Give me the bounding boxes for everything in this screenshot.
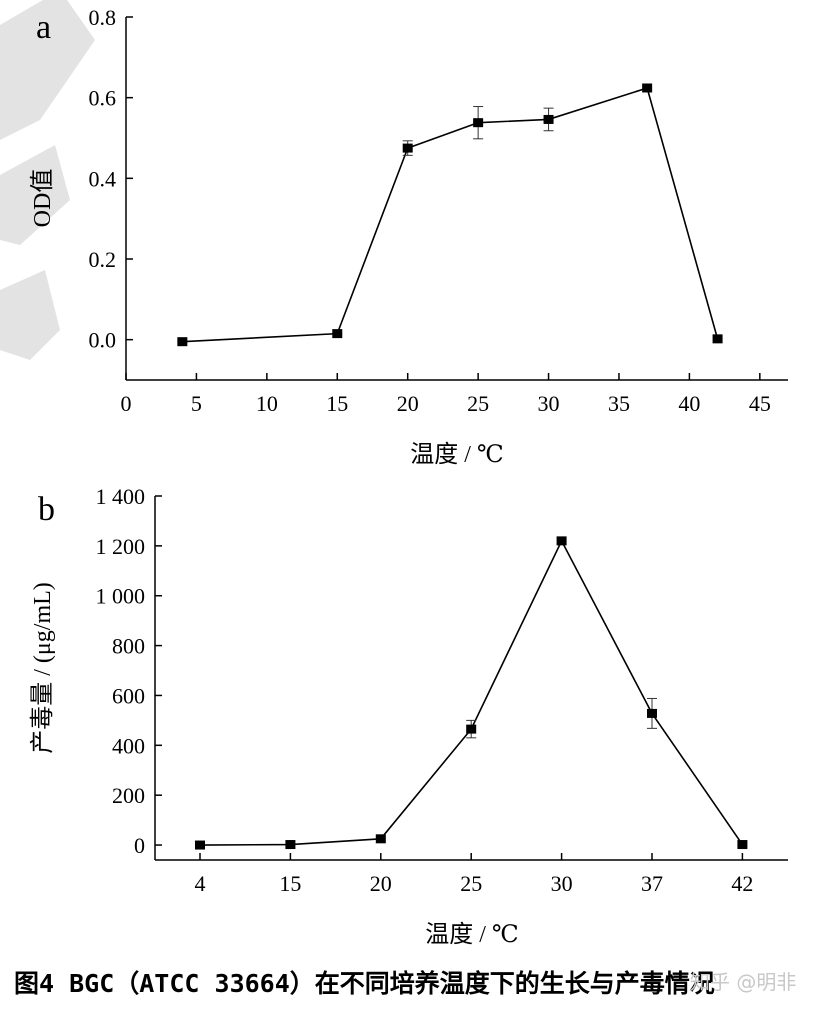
data-point-a [642,83,653,93]
x-tick-label-a: 25 [467,391,489,416]
data-point-b [647,708,657,718]
y-ticks-b: 0 200 400 600 800 1 000 1 200 1 400 [96,484,162,858]
y-tick-label-a: 0.0 [89,328,117,353]
y-ticks-a: 0.0 0.2 0.4 0.6 0.8 [89,5,133,353]
od-line [182,86,719,343]
x-tick-label-b: 4 [195,871,206,896]
y-axis-label-b: 产毒量 / (μg/mL) [29,582,56,754]
watermark-text: 知乎 @明非 [690,970,797,994]
chart-panel-b: b 0 200 400 600 800 1 000 1 200 1 400 4 15 20 25 30… [29,484,788,948]
x-tick-label-a: 20 [397,391,419,416]
x-tick-label-a: 40 [678,391,700,416]
data-point-b [466,724,477,734]
y-tick-label-a: 0.8 [89,5,117,30]
x-tick-label-b: 37 [641,871,663,896]
x-axis-label-a: 温度 / ℃ [410,441,504,468]
error-bars-b [466,697,657,739]
data-point-a [177,337,188,347]
y-tick-label-a: 0.2 [89,247,117,272]
x-ticks-a: 0 5 10 15 20 25 30 35 40 45 [121,373,771,416]
data-point-a [332,329,343,339]
data-point-a [543,114,554,124]
data-point-a [402,143,413,153]
x-ticks-b: 4 15 20 25 30 37 42 [195,853,753,896]
x-tick-label-a: 10 [256,391,278,416]
y-tick-label-b: 200 [112,783,145,808]
series-line-b [199,539,744,846]
toxin-line [199,539,744,846]
series-line-a [182,86,719,343]
data-point-b [195,840,205,850]
chart-panel-a: a 0.0 0.2 0.4 0.6 0.8 0 5 10 15 20 25 30 35 40 45 温度 … [29,5,788,468]
x-tick-label-b: 30 [551,871,573,896]
panel-letter-b: b [38,491,55,528]
data-point-b [556,536,567,546]
y-tick-label-a: 0.4 [89,166,117,191]
data-points-a [177,83,723,347]
y-tick-label-b: 0 [134,833,145,858]
y-tick-label-b: 1 400 [96,484,146,509]
data-point-b [375,834,386,844]
x-tick-label-a: 15 [326,391,348,416]
x-tick-label-b: 42 [731,871,753,896]
error-bars-a [402,106,554,156]
x-tick-label-a: 5 [191,391,202,416]
y-tick-label-b: 800 [112,634,145,659]
data-point-b [285,840,296,850]
y-tick-label-b: 1 000 [96,584,146,609]
panel-letter-a: a [36,9,51,46]
background-watermark-shapes [0,0,95,360]
x-tick-label-b: 15 [279,871,301,896]
x-axis-label-b: 温度 / ℃ [425,921,519,948]
y-tick-label-b: 1 200 [96,534,146,559]
x-tick-label-a: 45 [749,391,771,416]
data-points-b [195,536,748,850]
x-tick-label-a: 0 [121,391,132,416]
figure-caption: 图4 BGC（ATCC 33664）在不同培养温度下的生长与产毒情况 [14,969,715,998]
y-tick-label-b: 600 [112,683,145,708]
x-tick-label-a: 35 [608,391,630,416]
data-point-a [712,334,723,344]
data-point-b [737,840,748,850]
data-point-a [473,118,484,128]
y-tick-label-b: 400 [112,733,145,758]
y-tick-label-a: 0.6 [89,86,117,111]
x-tick-label-a: 30 [538,391,560,416]
y-axis-label-a: OD值 [29,169,56,228]
x-tick-label-b: 25 [460,871,482,896]
x-tick-label-b: 20 [370,871,392,896]
